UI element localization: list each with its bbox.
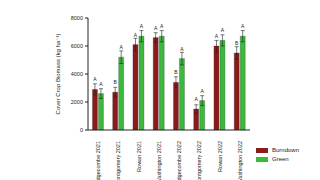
svg-text:A: A xyxy=(140,23,144,29)
svg-text:Washington 2022: Washington 2022 xyxy=(237,141,243,180)
svg-text:A: A xyxy=(93,76,97,82)
svg-text:A: A xyxy=(134,32,138,38)
svg-text:6000: 6000 xyxy=(71,43,83,49)
svg-text:A: A xyxy=(241,23,245,29)
svg-text:B: B xyxy=(114,79,118,85)
svg-text:B: B xyxy=(174,69,178,75)
svg-text:A: A xyxy=(99,81,103,87)
svg-text:Montgomery 2022: Montgomery 2022 xyxy=(196,141,202,180)
svg-text:A: A xyxy=(160,23,164,29)
svg-text:A: A xyxy=(154,25,158,31)
svg-text:A: A xyxy=(221,27,225,33)
svg-text:Montgomery 2021: Montgomery 2021 xyxy=(115,141,121,180)
svg-text:A: A xyxy=(195,96,199,102)
svg-text:Washington 2021: Washington 2021 xyxy=(156,141,162,180)
svg-text:A: A xyxy=(180,46,184,52)
svg-text:Rowan 2021: Rowan 2021 xyxy=(136,141,142,172)
svg-text:Edgecombe 2022: Edgecombe 2022 xyxy=(176,141,182,180)
svg-text:0: 0 xyxy=(80,127,83,133)
svg-text:A: A xyxy=(215,33,219,39)
svg-text:Cover Crop Biomass (kg ha⁻¹): Cover Crop Biomass (kg ha⁻¹) xyxy=(55,34,61,115)
svg-text:B: B xyxy=(235,40,239,46)
svg-text:Edgecombe 2021: Edgecombe 2021 xyxy=(95,141,101,180)
html-text:Green: Green xyxy=(272,156,289,162)
html-text:Burndown: Burndown xyxy=(272,147,299,153)
svg-text:Rowan 2022: Rowan 2022 xyxy=(217,141,223,172)
svg-text:4000: 4000 xyxy=(71,71,83,77)
svg-text:A: A xyxy=(120,44,124,50)
svg-text:A: A xyxy=(201,88,205,94)
svg-text:2000: 2000 xyxy=(71,99,83,105)
svg-text:8000: 8000 xyxy=(71,15,83,21)
